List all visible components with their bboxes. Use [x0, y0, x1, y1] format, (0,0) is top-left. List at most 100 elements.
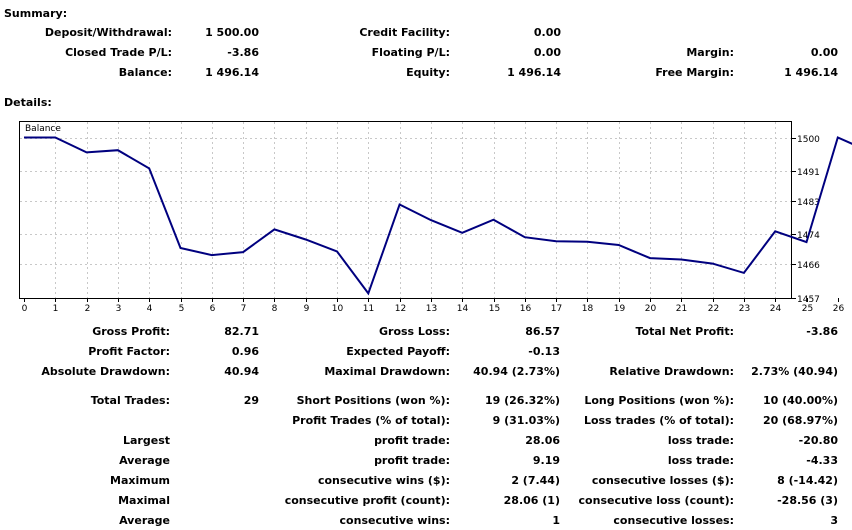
free-margin-label: Free Margin:	[655, 66, 734, 79]
details-cell-r8-c5: -28.56 (3)	[777, 494, 838, 507]
details-cell-r2-c3: 40.94 (2.73%)	[473, 365, 560, 378]
details-cell-r3-c2: Short Positions (won %):	[296, 394, 450, 407]
y-tick-label: 1483	[797, 198, 820, 208]
details-cell-r9-c0: Average	[119, 514, 170, 527]
x-tick-label: 5	[179, 304, 185, 314]
credit-value: 0.00	[533, 26, 561, 39]
x-tick-label: 22	[708, 304, 719, 314]
chart-plot-area	[19, 121, 792, 299]
deposit-label: Deposit/Withdrawal:	[44, 26, 172, 39]
details-cell-r7-c0: Maximum	[110, 474, 170, 487]
x-tick-label: 4	[147, 304, 153, 314]
x-tick-label: 1	[53, 304, 59, 314]
details-cell-r0-c3: 86.57	[525, 325, 560, 338]
details-cell-r6-c0: Average	[119, 454, 170, 467]
x-tick-label: 21	[676, 304, 687, 314]
details-cell-r0-c1: 82.71	[224, 325, 259, 338]
details-title: Details:	[4, 96, 52, 109]
x-tick-label: 19	[614, 304, 626, 314]
details-cell-r9-c4: consecutive losses:	[613, 514, 734, 527]
x-tick-label: 25	[802, 304, 813, 314]
x-tick-label: 0	[22, 304, 28, 314]
details-cell-r5-c2: profit trade:	[374, 434, 450, 447]
details-cell-r3-c5: 10 (40.00%)	[762, 394, 838, 407]
details-cell-r7-c2: consecutive wins ($):	[317, 474, 450, 487]
chart-legend-balance: Balance	[25, 124, 61, 134]
y-tick-label: 1457	[797, 295, 820, 305]
details-cell-r2-c1: 40.94	[224, 365, 259, 378]
details-cell-r1-c2: Expected Payoff:	[346, 345, 450, 358]
details-cell-r0-c4: Total Net Profit:	[635, 325, 735, 338]
details-cell-r9-c5: 3	[830, 514, 838, 527]
details-cell-r8-c4: consecutive loss (count):	[578, 494, 734, 507]
details-cell-r8-c0: Maximal	[118, 494, 170, 507]
details-cell-r5-c3: 28.06	[525, 434, 560, 447]
x-tick-label: 12	[395, 304, 406, 314]
closed-pl-label: Closed Trade P/L:	[65, 46, 172, 59]
details-cell-r2-c0: Absolute Drawdown:	[41, 365, 170, 378]
x-tick-label: 6	[210, 304, 216, 314]
floating-pl-label: Floating P/L:	[371, 46, 450, 59]
x-tick-label: 16	[520, 304, 532, 314]
x-tick-label: 23	[739, 304, 750, 314]
details-cell-r2-c4: Relative Drawdown:	[609, 365, 734, 378]
details-cell-r1-c1: 0.96	[231, 345, 259, 358]
x-tick-label: 20	[645, 304, 657, 314]
details-cell-r4-c4: Loss trades (% of total):	[583, 414, 734, 427]
x-tick-label: 18	[582, 304, 594, 314]
details-cell-r0-c0: Gross Profit:	[92, 325, 170, 338]
margin-label: Margin:	[686, 46, 734, 59]
details-cell-r1-c3: -0.13	[528, 345, 560, 358]
details-cell-r4-c3: 9 (31.03%)	[492, 414, 560, 427]
x-tick-label: 14	[457, 304, 469, 314]
details-cell-r7-c4: consecutive losses ($):	[591, 474, 734, 487]
details-cell-r5-c5: -20.80	[798, 434, 838, 447]
x-tick-label: 13	[426, 304, 437, 314]
balance-line	[24, 136, 852, 296]
y-tick-label: 1466	[797, 261, 820, 271]
details-cell-r2-c2: Maximal Drawdown:	[324, 365, 450, 378]
details-cell-r6-c3: 9.19	[532, 454, 560, 467]
x-tick-label: 2	[85, 304, 91, 314]
x-tick-label: 7	[241, 304, 247, 314]
y-tick-label: 1500	[797, 135, 820, 145]
x-tick-label: 24	[770, 304, 782, 314]
chart-grid	[20, 122, 791, 298]
free-margin-value: 1 496.14	[784, 66, 838, 79]
details-cell-r8-c2: consecutive profit (count):	[284, 494, 450, 507]
details-cell-r5-c0: Largest	[123, 434, 170, 447]
deposit-value: 1 500.00	[205, 26, 259, 39]
equity-label: Equity:	[406, 66, 450, 79]
details-cell-r4-c2: Profit Trades (% of total):	[292, 414, 450, 427]
equity-value: 1 496.14	[507, 66, 561, 79]
details-cell-r7-c5: 8 (-14.42)	[777, 474, 838, 487]
details-cell-r7-c3: 2 (7.44)	[511, 474, 560, 487]
x-tick-label: 26	[833, 304, 845, 314]
details-cell-r8-c3: 28.06 (1)	[503, 494, 560, 507]
details-cell-r9-c2: consecutive wins:	[339, 514, 450, 527]
details-cell-r3-c4: Long Positions (won %):	[584, 394, 734, 407]
details-cell-r3-c1: 29	[243, 394, 259, 407]
balance-label: Balance:	[118, 66, 172, 79]
details-cell-r6-c5: -4.33	[806, 454, 838, 467]
details-cell-r0-c5: -3.86	[806, 325, 838, 338]
x-tick-label: 3	[116, 304, 122, 314]
closed-pl-value: -3.86	[227, 46, 259, 59]
x-tick-label: 11	[363, 304, 374, 314]
credit-label: Credit Facility:	[359, 26, 450, 39]
summary-title: Summary:	[4, 7, 68, 20]
details-cell-r3-c0: Total Trades:	[90, 394, 170, 407]
margin-value: 0.00	[810, 46, 838, 59]
y-tick-label: 1491	[797, 168, 820, 178]
details-cell-r0-c2: Gross Loss:	[379, 325, 450, 338]
balance-value: 1 496.14	[205, 66, 259, 79]
details-cell-r4-c5: 20 (68.97%)	[762, 414, 838, 427]
x-tick-label: 15	[489, 304, 500, 314]
details-cell-r6-c2: profit trade:	[374, 454, 450, 467]
floating-pl-value: 0.00	[533, 46, 561, 59]
x-tick-label: 10	[332, 304, 344, 314]
x-tick-label: 17	[551, 304, 562, 314]
details-cell-r6-c4: loss trade:	[667, 454, 734, 467]
